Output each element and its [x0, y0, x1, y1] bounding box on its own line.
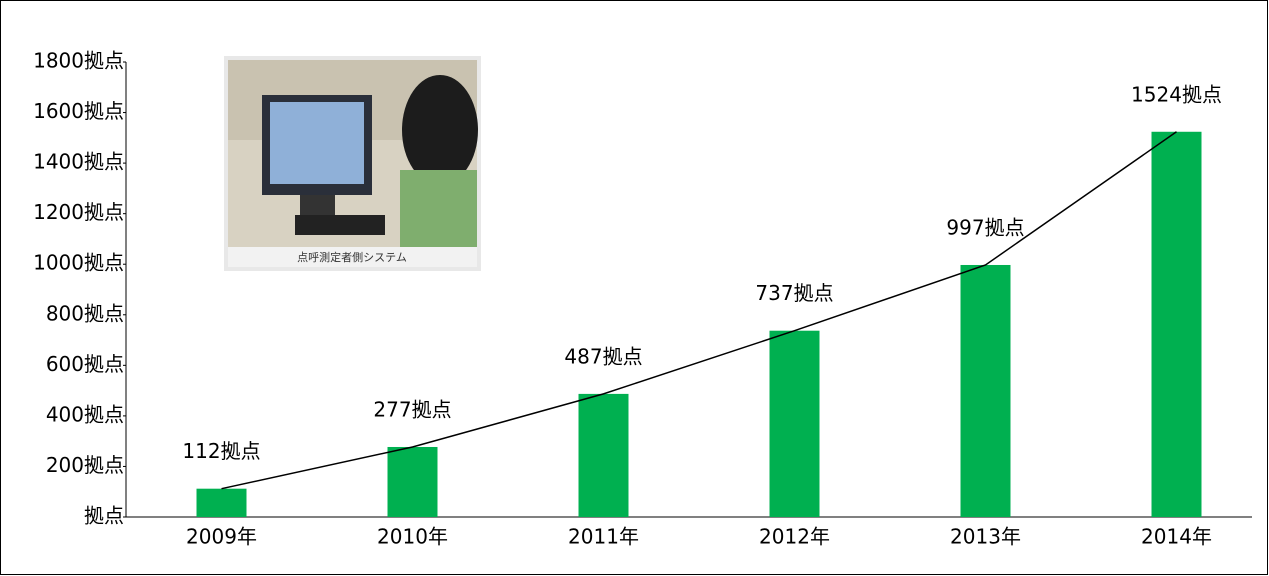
chart: 点呼測定者側システム 拠点 200拠点 400拠点 600拠点 800拠点 1000拠点 1…	[0, 0, 1269, 576]
bar	[770, 331, 820, 517]
bar	[961, 265, 1011, 517]
photo: 点呼測定者側システム	[224, 56, 481, 271]
y-tick-label: 400拠点	[46, 402, 124, 426]
y-tick-label: 1400拠点	[33, 150, 124, 174]
y-tick-label: 1200拠点	[33, 200, 124, 224]
x-tick-label: 2010年	[377, 525, 448, 549]
y-tick-label: 600拠点	[46, 352, 124, 376]
bar	[197, 489, 247, 517]
page: 点呼測定者側システム 拠点 200拠点 400拠点 600拠点 800拠点 1000拠点 1…	[0, 0, 1269, 576]
photo-keyboard	[295, 215, 385, 235]
y-tick-label: 800拠点	[46, 301, 124, 325]
y-tick-label: 1000拠点	[33, 251, 124, 275]
y-tick-label: 200拠点	[46, 453, 124, 477]
value-label: 737拠点	[755, 281, 833, 305]
bar	[388, 447, 438, 517]
frame	[1, 1, 1268, 575]
value-label: 1524拠点	[1131, 82, 1222, 106]
x-tick-label: 2011年	[568, 525, 639, 549]
value-label: 487拠点	[564, 344, 642, 368]
photo-person-head	[402, 75, 478, 185]
bar	[1152, 132, 1202, 517]
x-tick-label: 2014年	[1141, 525, 1212, 549]
x-tick-label: 2009年	[186, 525, 257, 549]
y-tick-label: 1800拠点	[33, 49, 124, 73]
x-tick-label: 2012年	[759, 525, 830, 549]
y-tick-label: 1600拠点	[33, 99, 124, 123]
y-tick-label: 拠点	[84, 504, 124, 528]
photo-caption: 点呼測定者側システム	[297, 250, 407, 264]
photo-screen	[270, 102, 364, 184]
value-label: 277拠点	[373, 397, 451, 421]
value-label: 112拠点	[182, 439, 260, 463]
value-label: 997拠点	[946, 215, 1024, 239]
bar	[579, 394, 629, 517]
photo-person-body	[400, 170, 477, 247]
x-tick-label: 2013年	[950, 525, 1021, 549]
